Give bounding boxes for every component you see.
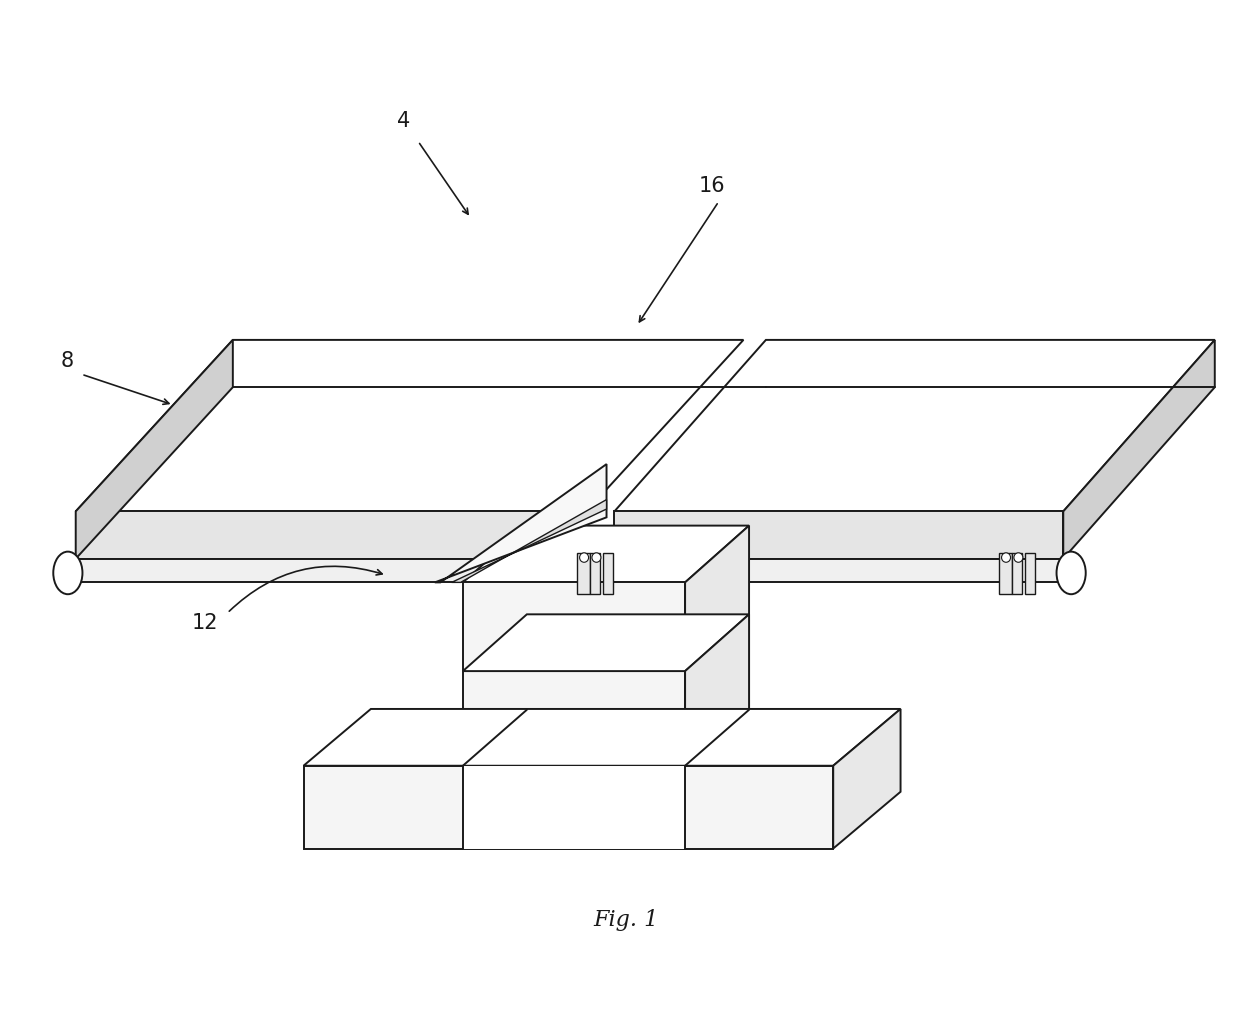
Polygon shape [1012, 553, 1022, 594]
Polygon shape [614, 340, 1215, 512]
Circle shape [591, 553, 601, 562]
Polygon shape [684, 615, 749, 765]
Polygon shape [999, 553, 1012, 594]
Polygon shape [76, 340, 744, 512]
Polygon shape [614, 512, 1063, 559]
Text: Fig. 1: Fig. 1 [593, 909, 658, 930]
Polygon shape [435, 464, 606, 582]
Ellipse shape [53, 552, 82, 594]
Circle shape [1002, 553, 1011, 562]
Text: 12: 12 [191, 613, 218, 633]
Polygon shape [590, 553, 600, 594]
Polygon shape [304, 709, 900, 765]
Polygon shape [603, 553, 614, 594]
Text: 4: 4 [397, 111, 410, 131]
Polygon shape [833, 709, 900, 848]
Polygon shape [304, 765, 833, 848]
Ellipse shape [1056, 552, 1086, 594]
Circle shape [579, 553, 589, 562]
Polygon shape [76, 559, 1063, 582]
Polygon shape [463, 582, 684, 765]
Polygon shape [1063, 340, 1215, 559]
Text: 8: 8 [61, 351, 73, 371]
Polygon shape [451, 499, 606, 582]
Polygon shape [76, 340, 233, 559]
Text: 16: 16 [698, 176, 725, 196]
Polygon shape [463, 615, 749, 671]
Polygon shape [684, 526, 749, 765]
Polygon shape [463, 526, 749, 582]
Polygon shape [76, 512, 587, 559]
Circle shape [1014, 553, 1023, 562]
Polygon shape [1025, 553, 1035, 594]
Polygon shape [463, 765, 684, 848]
Polygon shape [578, 553, 590, 594]
